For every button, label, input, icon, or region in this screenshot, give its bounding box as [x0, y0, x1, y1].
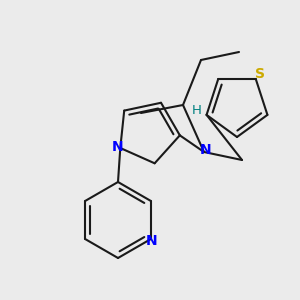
Text: S: S [255, 67, 265, 81]
Text: N: N [112, 140, 123, 154]
Text: N: N [146, 234, 158, 248]
Text: N: N [200, 143, 212, 157]
Text: H: H [192, 103, 202, 116]
